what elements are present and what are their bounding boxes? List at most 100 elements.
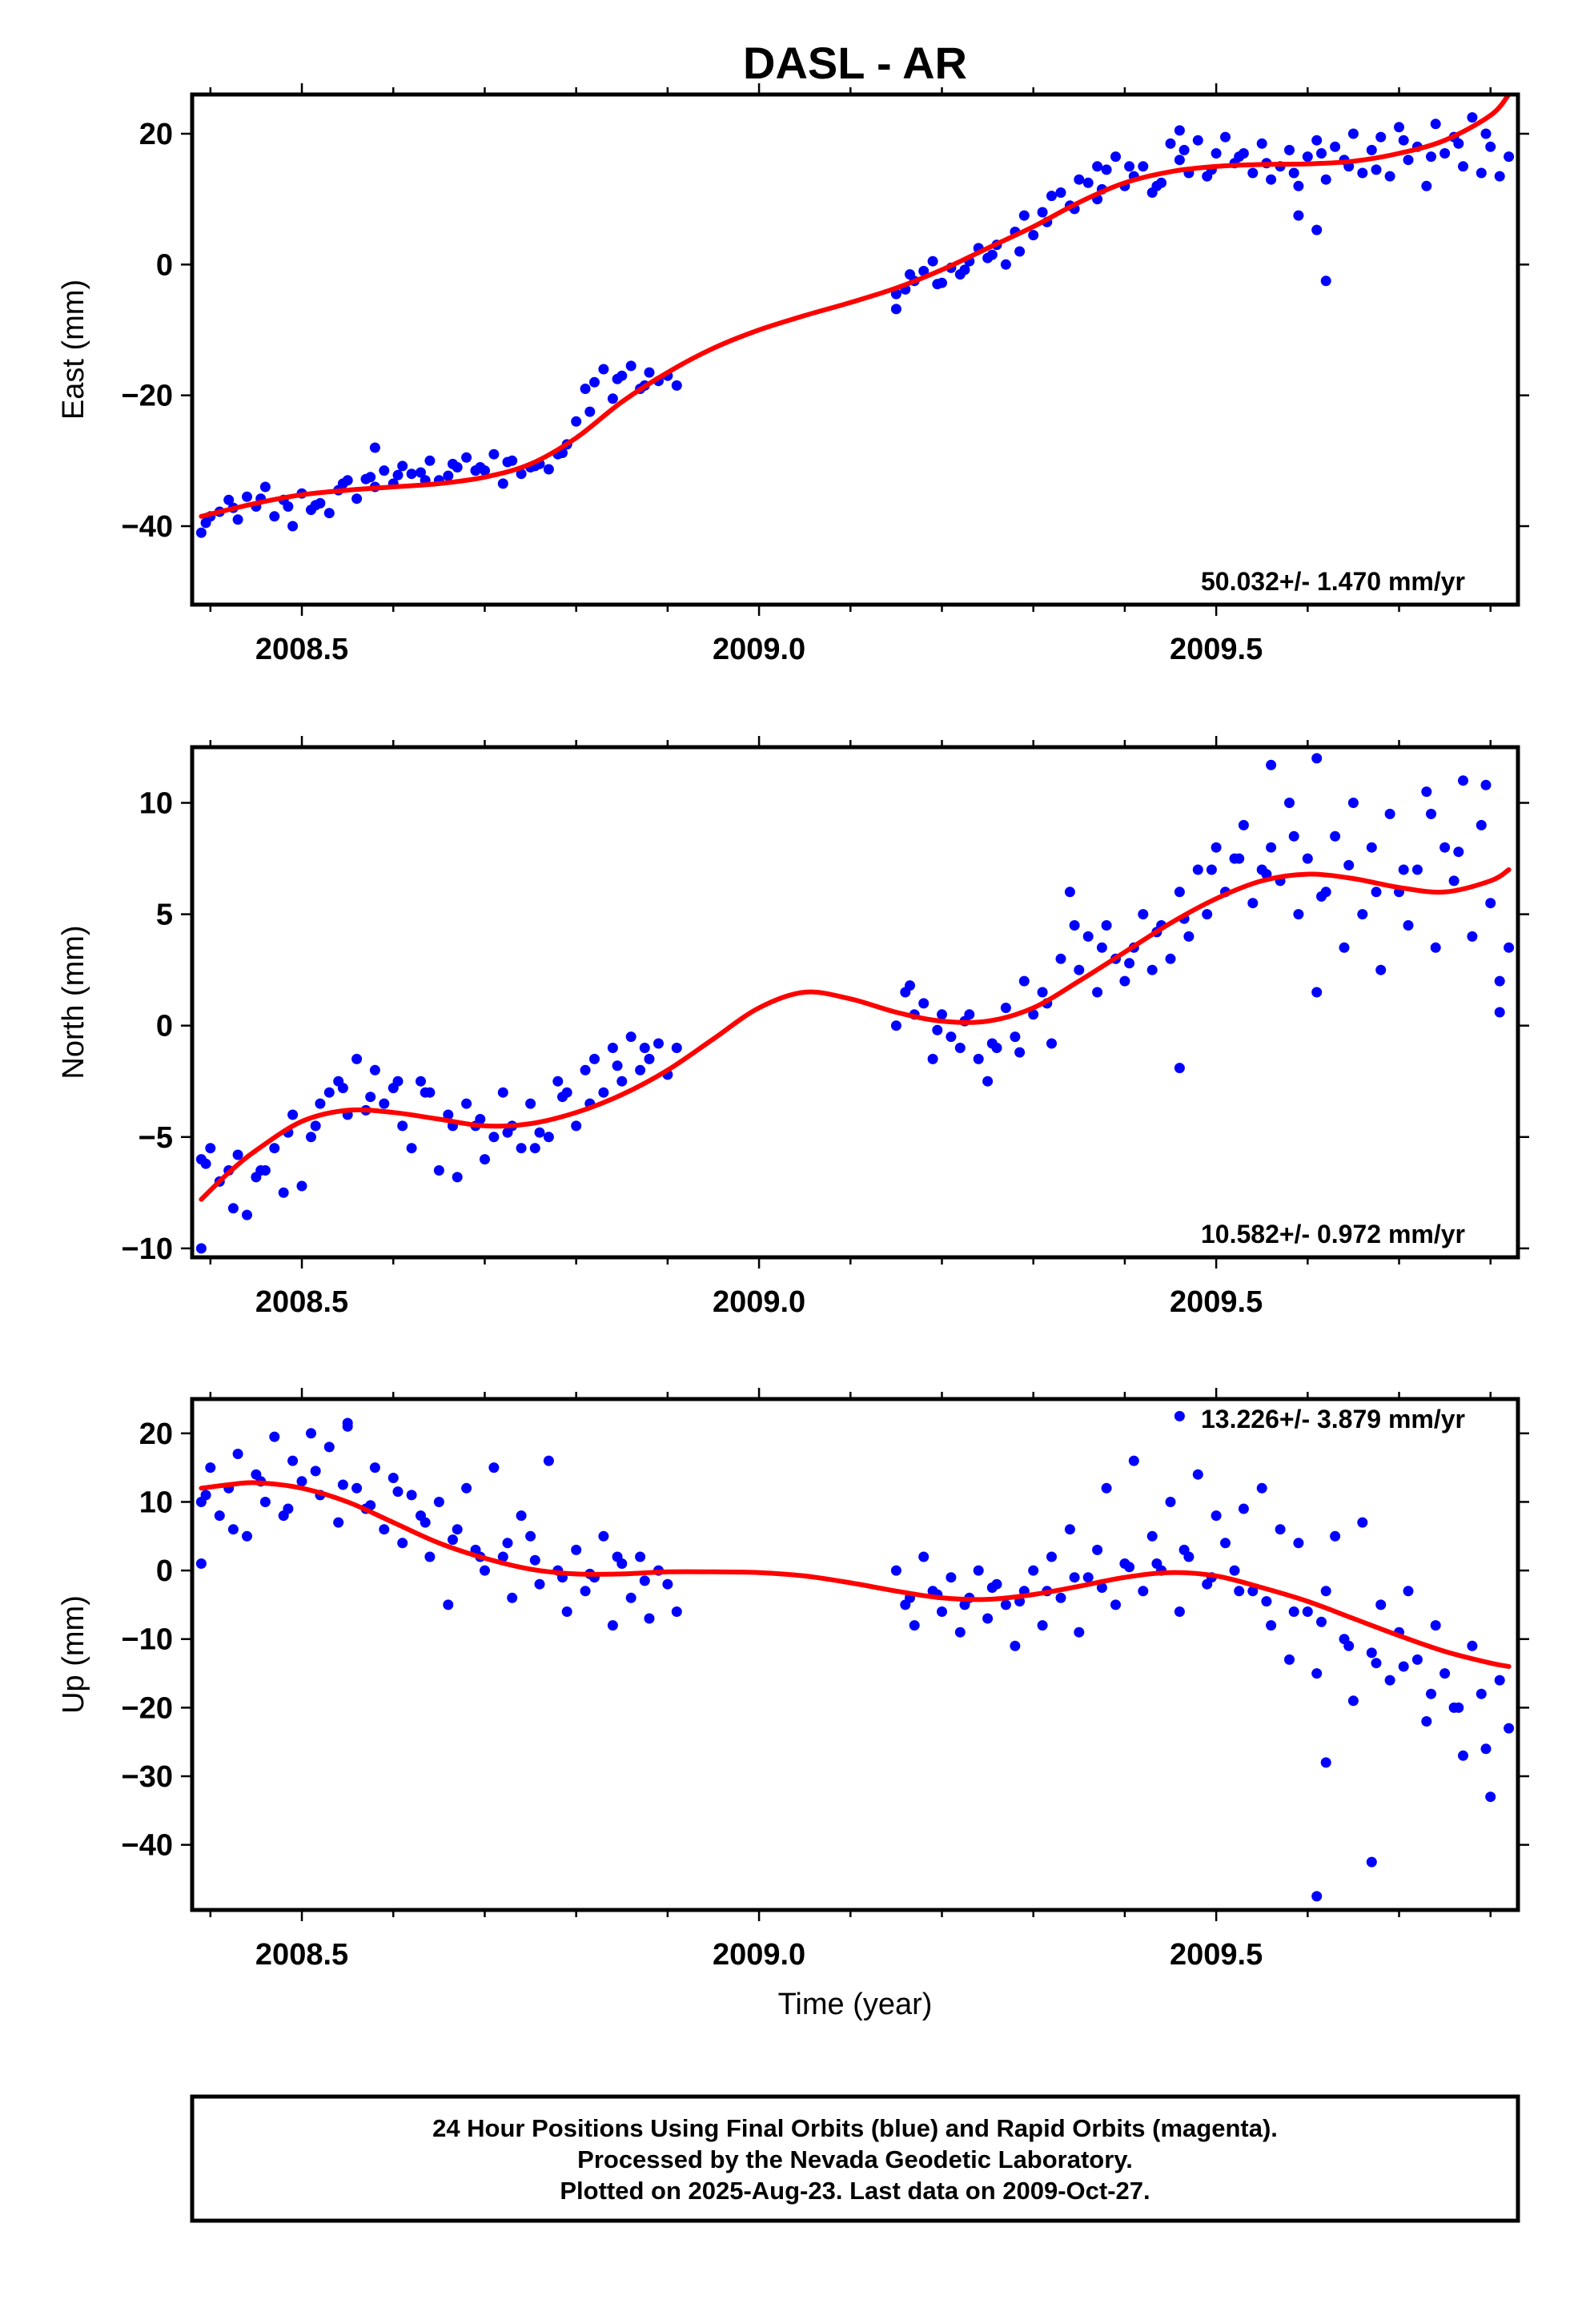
data-point bbox=[1366, 144, 1377, 155]
north-panel: 2008.5 2009.0 2009.5 10 5 0 −5 −10 North (mm) 10.… bbox=[57, 736, 1529, 1319]
data-point bbox=[1192, 864, 1203, 875]
data-point bbox=[1293, 180, 1304, 191]
data-point bbox=[580, 1586, 591, 1597]
data-point bbox=[890, 1020, 901, 1031]
data-point bbox=[1266, 759, 1277, 770]
trend-fit-line bbox=[199, 867, 1512, 1202]
data-point bbox=[342, 1417, 353, 1429]
data-point bbox=[1430, 1620, 1441, 1631]
data-point bbox=[589, 1053, 600, 1064]
data-point bbox=[1146, 1530, 1158, 1542]
data-point bbox=[195, 1558, 207, 1569]
data-point bbox=[890, 1565, 901, 1576]
data-point bbox=[1092, 987, 1103, 998]
data-point bbox=[1357, 909, 1368, 920]
data-point bbox=[1494, 1675, 1505, 1686]
data-point bbox=[278, 1187, 289, 1198]
data-point bbox=[918, 998, 930, 1009]
x-tick-label: 2008.5 bbox=[255, 1938, 348, 1972]
data-point bbox=[982, 1076, 994, 1087]
data-point bbox=[1096, 942, 1107, 953]
y-tick-label: −40 bbox=[122, 1829, 173, 1863]
data-point bbox=[1266, 174, 1277, 185]
data-point bbox=[416, 1076, 426, 1087]
data-point bbox=[475, 462, 486, 472]
data-point bbox=[635, 1064, 646, 1076]
data-point bbox=[1178, 1544, 1190, 1555]
data-point bbox=[973, 1053, 984, 1064]
data-point bbox=[287, 521, 299, 532]
data-point bbox=[1371, 1658, 1382, 1669]
data-point bbox=[406, 468, 417, 480]
data-point bbox=[242, 1530, 252, 1542]
data-point bbox=[416, 467, 426, 478]
data-point bbox=[424, 1551, 436, 1562]
data-point bbox=[1316, 148, 1327, 159]
data-point bbox=[1211, 1510, 1222, 1522]
data-point bbox=[1037, 987, 1048, 998]
data-point bbox=[1229, 1565, 1240, 1576]
data-point bbox=[1494, 1007, 1505, 1018]
data-point bbox=[1311, 135, 1323, 146]
data-point bbox=[1343, 859, 1355, 870]
data-point bbox=[1320, 1757, 1331, 1768]
data-point bbox=[461, 1482, 472, 1494]
data-point bbox=[337, 1479, 348, 1490]
y-tick-label: 0 bbox=[156, 1554, 173, 1588]
data-point bbox=[1339, 942, 1350, 953]
x-tick-label: 2008.5 bbox=[255, 633, 348, 666]
data-point bbox=[612, 1060, 623, 1072]
data-point bbox=[516, 1143, 527, 1154]
data-point bbox=[1014, 1047, 1026, 1058]
data-point bbox=[635, 1551, 646, 1562]
data-point bbox=[1074, 174, 1085, 185]
data-point bbox=[269, 1143, 280, 1154]
data-point bbox=[529, 1554, 540, 1566]
data-point bbox=[1238, 819, 1249, 830]
data-point bbox=[1311, 987, 1323, 998]
data-point bbox=[639, 1575, 650, 1586]
data-point bbox=[1174, 1063, 1185, 1074]
data-point bbox=[1375, 1599, 1387, 1610]
data-point bbox=[1151, 180, 1162, 191]
data-point bbox=[502, 456, 513, 468]
data-point bbox=[1000, 259, 1011, 270]
y-tick-label: 10 bbox=[139, 1486, 173, 1519]
data-point bbox=[227, 1524, 239, 1535]
y-tick-label: −20 bbox=[122, 1691, 173, 1725]
data-point bbox=[905, 980, 915, 991]
data-point bbox=[443, 1109, 454, 1120]
data-point bbox=[1293, 909, 1304, 920]
data-point bbox=[1069, 920, 1080, 931]
data-point bbox=[954, 1626, 966, 1638]
data-point bbox=[333, 1517, 344, 1528]
data-point bbox=[1426, 808, 1436, 819]
data-point bbox=[379, 465, 390, 476]
data-point bbox=[452, 1172, 463, 1183]
data-point bbox=[259, 481, 271, 493]
data-point bbox=[1330, 830, 1341, 842]
data-point bbox=[1320, 174, 1331, 185]
data-point bbox=[259, 1497, 271, 1507]
data-point bbox=[480, 1154, 490, 1165]
y-tick-label: 10 bbox=[139, 787, 173, 821]
data-point bbox=[379, 1524, 390, 1535]
data-point bbox=[1101, 920, 1112, 931]
footer-line-3: Plotted on 2025-Aug-23. Last data on 200… bbox=[560, 2177, 1150, 2205]
data-point bbox=[909, 1620, 920, 1631]
data-point bbox=[1256, 138, 1267, 149]
data-point bbox=[1467, 1640, 1478, 1651]
data-point bbox=[200, 1490, 211, 1501]
y-axis-label: Up (mm) bbox=[57, 1595, 90, 1714]
data-point bbox=[1504, 942, 1515, 953]
data-point bbox=[1082, 177, 1094, 188]
data-points bbox=[195, 1410, 1515, 1902]
data-point bbox=[502, 1127, 513, 1138]
data-point bbox=[497, 478, 508, 489]
data-point bbox=[369, 442, 380, 453]
data-point bbox=[927, 255, 938, 267]
data-point bbox=[1266, 842, 1277, 853]
data-point bbox=[918, 1551, 930, 1562]
data-point bbox=[607, 1620, 618, 1631]
data-point bbox=[242, 1209, 252, 1220]
